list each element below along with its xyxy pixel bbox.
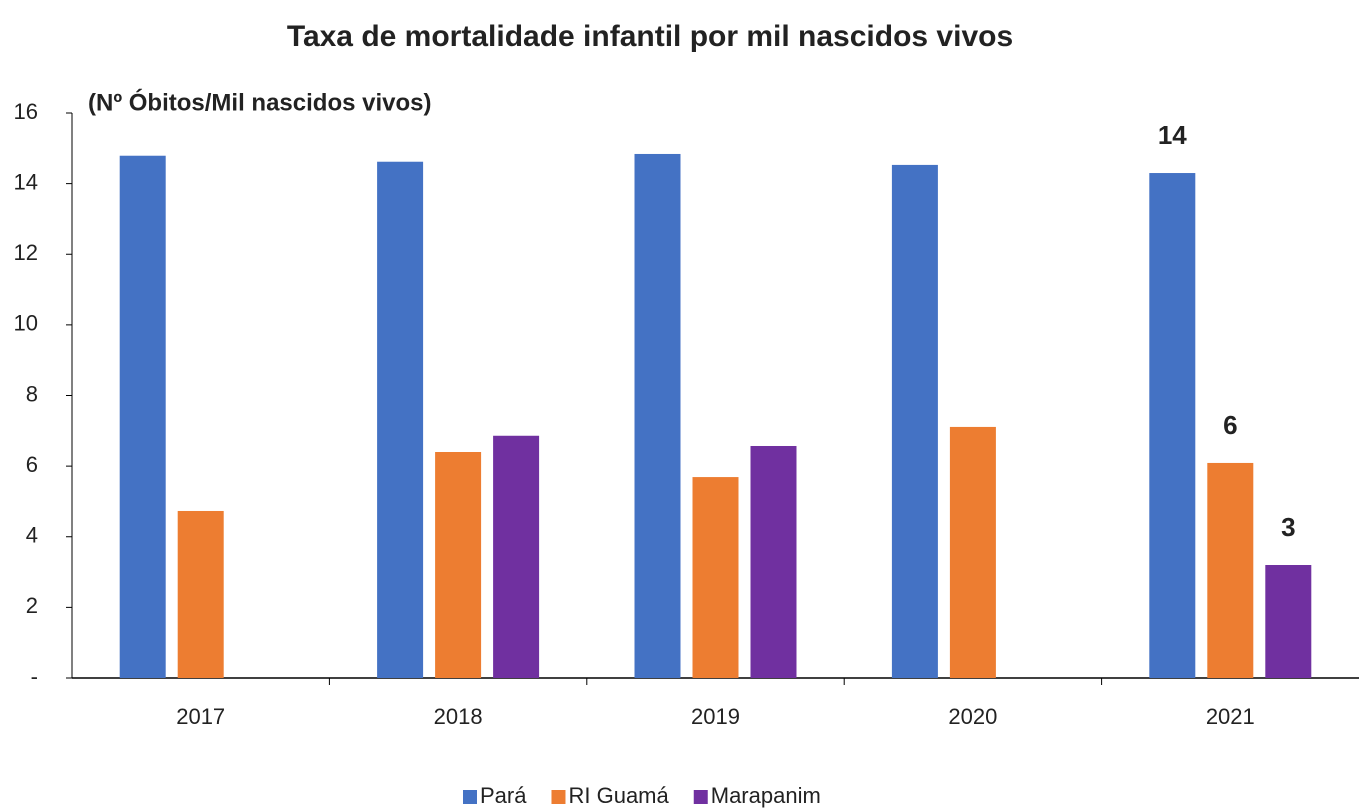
data-label: 3: [1281, 512, 1295, 542]
y-tick-label: 12: [14, 240, 38, 265]
bar: [1149, 173, 1196, 678]
bar: [891, 164, 938, 679]
bar: [177, 510, 224, 678]
x-tick-label: 2020: [948, 704, 997, 729]
y-tick-label: 10: [14, 311, 38, 336]
legend-label: Marapanim: [711, 783, 821, 808]
y-tick-label: 16: [14, 99, 38, 124]
x-tick-label: 2017: [176, 704, 225, 729]
bar: [634, 153, 681, 678]
y-tick-label: 14: [14, 169, 38, 194]
x-tick-label: 2019: [691, 704, 740, 729]
y-tick-label: 6: [26, 452, 38, 477]
y-tick-label: 8: [26, 381, 38, 406]
data-label: 6: [1223, 410, 1237, 440]
y-axis-label: (Nº Óbitos/Mil nascidos vivos): [88, 88, 432, 116]
chart-title: Taxa de mortalidade infantil por mil nas…: [287, 20, 1013, 53]
data-label: 14: [1158, 120, 1187, 150]
legend-label: Pará: [480, 783, 527, 808]
bar: [377, 161, 424, 678]
y-tick-label: 4: [26, 523, 38, 548]
y-tick-label: -: [31, 664, 38, 689]
bar: [750, 445, 797, 678]
bar: [949, 426, 996, 678]
bar: [435, 452, 482, 678]
x-tick-label: 2018: [434, 704, 483, 729]
bar: [119, 155, 166, 678]
legend: Pará RI Guamá Marapanim: [463, 783, 821, 808]
legend-swatch: [693, 790, 708, 804]
bar: [1207, 462, 1254, 678]
bar: [1265, 565, 1312, 678]
legend-swatch: [551, 790, 566, 804]
bar: [692, 477, 739, 678]
legend-swatch: [463, 790, 477, 804]
y-tick-label: 2: [26, 593, 38, 618]
x-tick-label: 2021: [1206, 704, 1255, 729]
legend-label: RI Guamá: [568, 783, 669, 808]
bar: [493, 435, 540, 678]
